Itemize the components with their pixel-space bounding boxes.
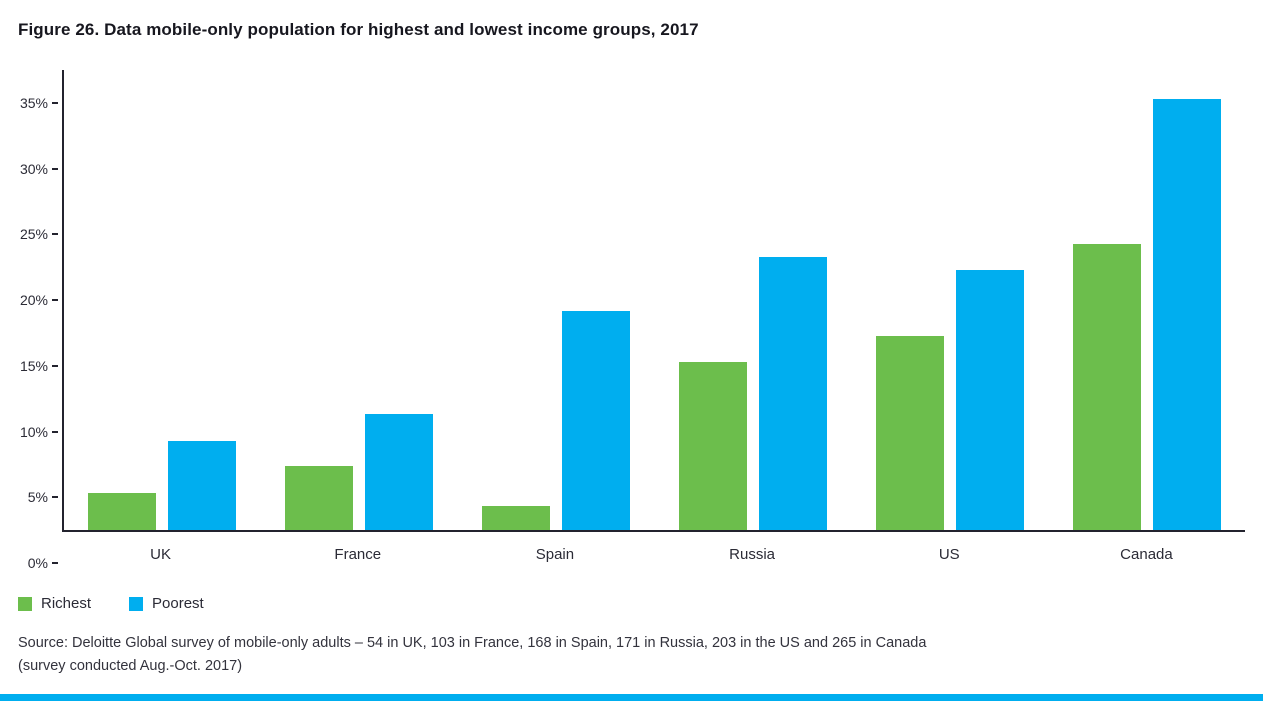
x-axis-label-canada: Canada xyxy=(1120,546,1173,563)
bar-group-us xyxy=(851,70,1048,530)
y-tick-label: 20% xyxy=(19,292,59,309)
legend-label: Poorest xyxy=(152,595,204,612)
chart: 0% 5% 10% 15% 20% 25% 30% 35% UK France Spain Russ… xyxy=(20,70,1245,570)
bar-richest-russia xyxy=(678,361,747,530)
legend-swatch-poorest xyxy=(129,596,144,611)
y-tick-label: 10% xyxy=(19,423,59,440)
bar-poorest-france xyxy=(365,414,434,530)
y-tick-label: 0% xyxy=(27,555,59,571)
legend: Richest Poorest xyxy=(18,595,1245,612)
plot-area xyxy=(62,70,1245,532)
bar-richest-uk xyxy=(88,493,157,530)
bar-richest-canada xyxy=(1072,243,1141,530)
y-tick-label: 15% xyxy=(19,357,59,374)
bar-richest-france xyxy=(285,465,354,530)
bar-poorest-uk xyxy=(168,440,237,530)
bar-group-spain xyxy=(458,70,655,530)
bar-poorest-us xyxy=(955,269,1024,530)
source-note: Source: Deloitte Global survey of mobile… xyxy=(18,632,1245,678)
x-axis-label-france: France xyxy=(334,546,382,563)
legend-swatch-richest xyxy=(18,596,32,611)
bar-richest-us xyxy=(875,335,944,530)
bar-poorest-spain xyxy=(562,310,631,530)
y-tick-label: 5% xyxy=(27,489,59,506)
bar-group-canada xyxy=(1048,70,1245,530)
x-axis: UK France Spain Russia US Canada xyxy=(62,546,1245,563)
bar-group-uk xyxy=(64,70,261,530)
bar-group-france xyxy=(261,70,458,530)
source-line-1: Source: Deloitte Global survey of mobile… xyxy=(18,635,927,651)
bar-poorest-russia xyxy=(758,256,827,530)
bar-group-russia xyxy=(654,70,851,530)
legend-item-poorest: Poorest xyxy=(129,595,204,612)
y-axis: 0% 5% 10% 15% 20% 25% 30% 35% xyxy=(12,96,60,570)
legend-item-richest: Richest xyxy=(18,595,91,612)
y-tick-label: 25% xyxy=(19,226,59,243)
x-axis-label-us: US xyxy=(938,546,960,563)
x-axis-label-spain: Spain xyxy=(535,546,575,563)
y-tick-label: 30% xyxy=(19,160,59,177)
bar-richest-spain xyxy=(482,506,551,530)
y-tick-label: 35% xyxy=(19,95,59,111)
legend-label: Richest xyxy=(41,595,92,612)
bar-poorest-canada xyxy=(1152,98,1221,530)
x-axis-label-russia: Russia xyxy=(729,546,776,563)
figure-title: Figure 26. Data mobile-only population f… xyxy=(18,20,699,39)
x-axis-label-uk: UK xyxy=(150,546,171,563)
source-line-2: (survey conducted Aug.-Oct. 2017) xyxy=(18,658,243,674)
footer-accent-bar xyxy=(0,694,1263,701)
